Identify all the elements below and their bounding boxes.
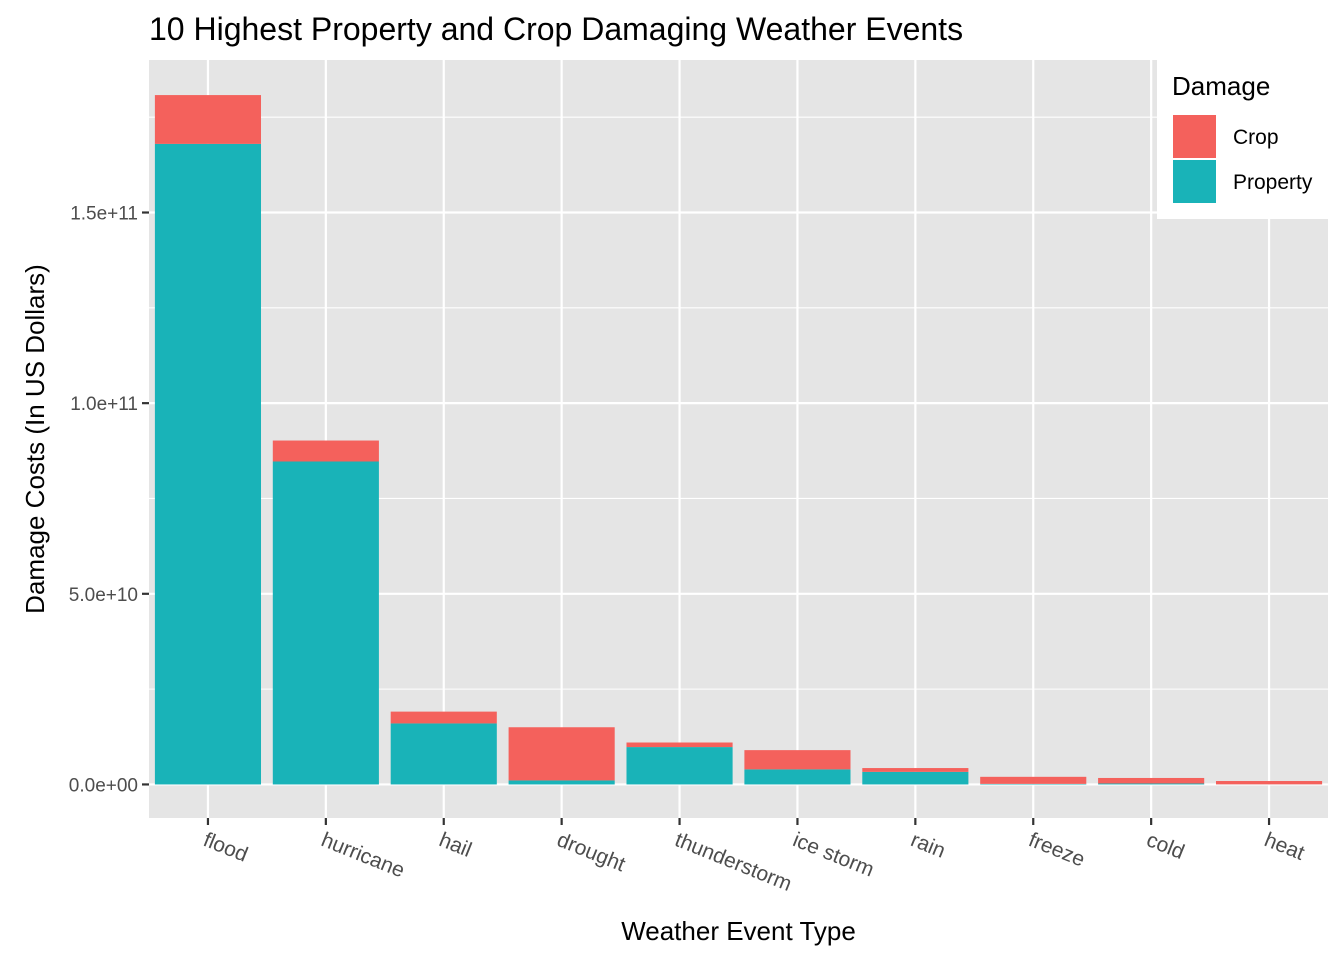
legend-key-crop xyxy=(1173,115,1216,158)
y-tick-label: 5.0e+10 xyxy=(69,585,138,606)
bar-property-freeze xyxy=(980,783,1087,785)
x-tick-label: cold xyxy=(1143,828,1187,864)
x-tick-label: heat xyxy=(1261,828,1308,865)
x-tick-label: ice storm xyxy=(790,828,878,881)
bar-crop-ice-storm xyxy=(744,750,851,770)
x-tick-label: hail xyxy=(436,828,475,862)
bar-property-hurricane xyxy=(272,461,379,785)
x-tick-label: flood xyxy=(200,828,251,866)
legend: Damage Crop Property xyxy=(1157,60,1344,219)
bar-crop-heat xyxy=(1215,781,1323,785)
y-axis-title: Damage Costs (In US Dollars) xyxy=(20,264,50,614)
bar-property-rain xyxy=(862,771,969,785)
bar-property-ice-storm xyxy=(744,769,851,785)
bar-crop-thunderstorm xyxy=(626,742,733,748)
chart-title: 10 Highest Property and Crop Damaging We… xyxy=(149,11,963,47)
legend-label-crop: Crop xyxy=(1233,126,1279,149)
bar-property-drought xyxy=(508,780,615,785)
legend-label-property: Property xyxy=(1233,171,1313,194)
bar-crop-drought xyxy=(508,727,615,781)
bar-crop-flood xyxy=(154,95,262,144)
bars-layer xyxy=(154,95,1323,785)
bar-property-thunderstorm xyxy=(626,747,733,785)
x-tick-label: drought xyxy=(554,828,629,876)
bar-crop-rain xyxy=(862,768,969,772)
bar-crop-hail xyxy=(390,711,497,724)
x-tick-label: rain xyxy=(907,828,948,862)
bar-crop-hurricane xyxy=(272,440,379,462)
bar-property-hail xyxy=(390,723,497,785)
bar-property-flood xyxy=(154,143,262,785)
bar-crop-freeze xyxy=(980,776,1087,784)
x-axis-title: Weather Event Type xyxy=(621,916,856,946)
y-tick-label: 1.0e+11 xyxy=(70,394,138,415)
bar-crop-cold xyxy=(1098,777,1205,784)
x-tick-label: freeze xyxy=(1025,828,1088,871)
x-tick-label: thunderstorm xyxy=(672,828,795,896)
y-tick-label: 0.0e+00 xyxy=(69,775,138,796)
y-tick-label: 1.5e+11 xyxy=(70,204,138,225)
legend-title: Damage xyxy=(1172,71,1270,101)
bar-property-cold xyxy=(1098,783,1205,785)
legend-key-property xyxy=(1173,160,1216,203)
x-tick-label: hurricane xyxy=(318,828,408,882)
